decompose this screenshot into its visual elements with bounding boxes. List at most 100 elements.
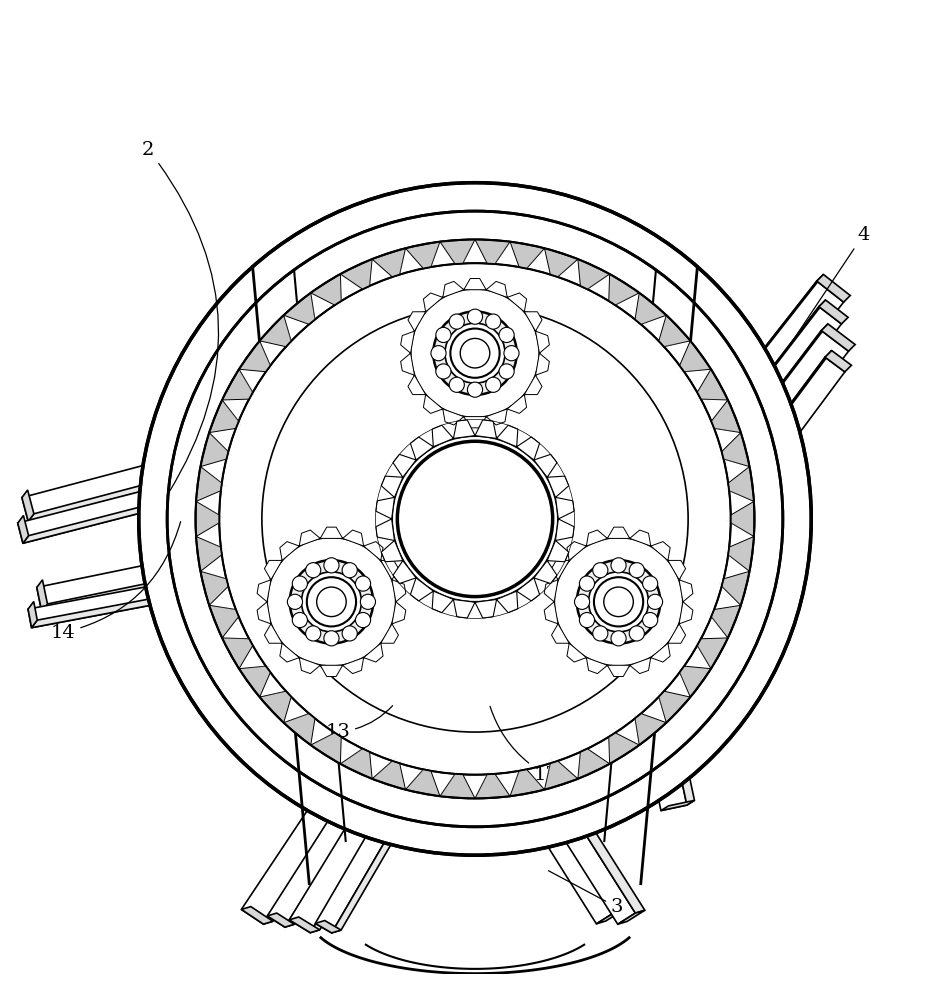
Polygon shape — [259, 341, 273, 372]
Polygon shape — [544, 580, 558, 602]
Text: 1: 1 — [436, 382, 502, 441]
Circle shape — [648, 594, 662, 609]
Circle shape — [342, 626, 357, 641]
Circle shape — [436, 364, 451, 379]
Circle shape — [554, 537, 683, 666]
Polygon shape — [694, 398, 728, 400]
Polygon shape — [22, 455, 189, 521]
Circle shape — [589, 572, 649, 632]
Polygon shape — [544, 757, 553, 790]
Polygon shape — [222, 638, 256, 640]
Polygon shape — [408, 312, 426, 331]
Polygon shape — [311, 759, 424, 933]
Polygon shape — [432, 425, 453, 447]
Circle shape — [306, 626, 321, 641]
Polygon shape — [28, 602, 37, 628]
Polygon shape — [718, 457, 750, 467]
Polygon shape — [544, 248, 578, 277]
Polygon shape — [514, 748, 636, 924]
Polygon shape — [315, 753, 431, 933]
Text: 13: 13 — [325, 706, 392, 741]
Polygon shape — [320, 527, 343, 538]
Polygon shape — [576, 281, 844, 610]
Polygon shape — [510, 765, 522, 796]
Polygon shape — [712, 400, 741, 433]
Polygon shape — [722, 433, 750, 467]
Polygon shape — [264, 560, 282, 580]
Polygon shape — [31, 589, 203, 628]
Polygon shape — [209, 433, 232, 457]
Circle shape — [431, 346, 446, 361]
Circle shape — [577, 560, 660, 644]
Polygon shape — [372, 761, 406, 790]
Polygon shape — [712, 605, 741, 638]
Polygon shape — [440, 240, 475, 264]
Polygon shape — [222, 369, 253, 400]
Polygon shape — [661, 800, 694, 811]
Polygon shape — [299, 530, 320, 546]
Circle shape — [629, 626, 644, 641]
Polygon shape — [553, 259, 578, 281]
Polygon shape — [567, 643, 586, 662]
Polygon shape — [657, 341, 691, 347]
Polygon shape — [552, 560, 569, 580]
Polygon shape — [443, 281, 464, 297]
Polygon shape — [630, 658, 651, 674]
Polygon shape — [440, 769, 459, 796]
Polygon shape — [259, 315, 292, 347]
Polygon shape — [658, 691, 691, 723]
Polygon shape — [522, 248, 544, 273]
Circle shape — [450, 329, 500, 378]
Polygon shape — [401, 353, 414, 375]
Polygon shape — [406, 769, 440, 796]
Polygon shape — [825, 351, 851, 372]
Polygon shape — [464, 278, 486, 290]
Polygon shape — [410, 437, 433, 460]
Polygon shape — [406, 765, 428, 790]
Circle shape — [642, 576, 657, 591]
Polygon shape — [668, 624, 686, 643]
Polygon shape — [556, 519, 574, 541]
Circle shape — [306, 563, 321, 578]
Polygon shape — [372, 757, 397, 779]
Circle shape — [397, 441, 553, 597]
Polygon shape — [609, 274, 639, 305]
Polygon shape — [567, 542, 586, 560]
Circle shape — [267, 537, 396, 666]
Circle shape — [460, 338, 490, 368]
Polygon shape — [589, 324, 828, 637]
Polygon shape — [311, 731, 341, 745]
Text: 4: 4 — [789, 226, 869, 346]
Polygon shape — [239, 341, 271, 372]
Polygon shape — [453, 420, 475, 438]
Polygon shape — [196, 501, 219, 536]
Polygon shape — [23, 493, 195, 543]
Polygon shape — [582, 300, 826, 614]
Circle shape — [575, 594, 590, 609]
Polygon shape — [544, 602, 558, 624]
Polygon shape — [241, 739, 377, 924]
Polygon shape — [609, 293, 639, 307]
Polygon shape — [547, 541, 569, 562]
Polygon shape — [572, 331, 674, 785]
Polygon shape — [443, 409, 464, 425]
Circle shape — [307, 577, 356, 626]
Circle shape — [467, 382, 483, 397]
Polygon shape — [651, 542, 670, 560]
Polygon shape — [635, 712, 639, 745]
Circle shape — [445, 323, 505, 383]
Polygon shape — [475, 599, 497, 618]
Polygon shape — [724, 550, 750, 571]
Polygon shape — [731, 501, 754, 536]
Polygon shape — [285, 754, 403, 927]
Polygon shape — [544, 761, 578, 790]
Polygon shape — [589, 331, 848, 657]
Polygon shape — [507, 395, 526, 413]
Polygon shape — [475, 240, 510, 264]
Polygon shape — [475, 769, 491, 798]
Polygon shape — [510, 769, 544, 796]
Polygon shape — [315, 921, 341, 933]
Polygon shape — [729, 467, 754, 501]
Polygon shape — [284, 315, 293, 347]
Circle shape — [219, 263, 731, 775]
